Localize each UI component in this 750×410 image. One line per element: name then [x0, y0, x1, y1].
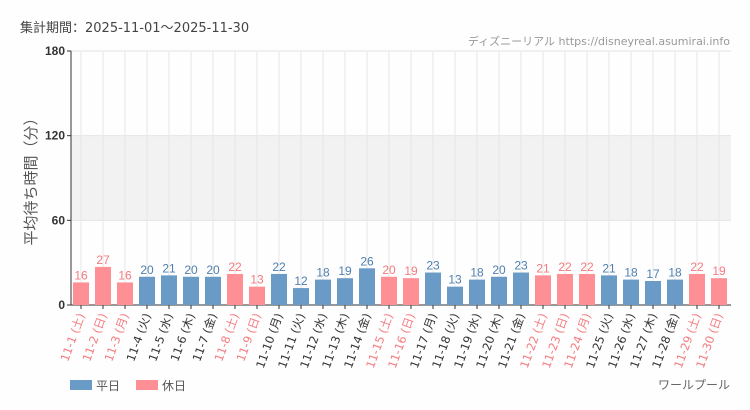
data-label: 12 [294, 274, 308, 288]
bar [491, 276, 507, 305]
data-label: 21 [536, 261, 550, 275]
bar [513, 272, 529, 305]
bar [293, 288, 309, 305]
data-label: 20 [492, 263, 506, 277]
data-label: 22 [558, 260, 572, 274]
data-label: 18 [470, 266, 484, 280]
data-label: 16 [74, 268, 88, 282]
bar [249, 286, 265, 305]
data-label: 13 [250, 273, 264, 287]
bar [205, 276, 221, 305]
bar [117, 282, 133, 305]
data-label: 22 [690, 260, 704, 274]
attraction-name: ワールプール [658, 378, 730, 392]
data-label: 20 [140, 263, 154, 277]
bar [95, 266, 111, 305]
legend-swatch [136, 380, 158, 390]
legend-swatch [70, 380, 92, 390]
data-label: 19 [404, 264, 418, 278]
data-label: 13 [448, 273, 462, 287]
y-tick-label: 0 [58, 298, 65, 312]
data-label: 20 [382, 263, 396, 277]
bar [271, 273, 287, 305]
data-label: 26 [360, 254, 374, 268]
data-label: 27 [96, 253, 110, 267]
bar [579, 273, 595, 305]
bar [403, 278, 419, 305]
legend-label: 休日 [162, 379, 186, 393]
data-label: 18 [668, 266, 682, 280]
y-tick-label: 120 [45, 129, 65, 143]
data-label: 23 [514, 259, 528, 273]
source-credit: ディズニーリアル https://disneyreal.asumirai.inf… [467, 35, 730, 48]
data-label: 21 [162, 261, 176, 275]
bar [535, 275, 551, 305]
bar [425, 272, 441, 305]
data-label: 22 [580, 260, 594, 274]
data-label: 20 [184, 263, 198, 277]
bar [337, 278, 353, 305]
data-label: 22 [228, 260, 242, 274]
bar [315, 279, 331, 305]
bar [645, 281, 661, 305]
bar [73, 282, 89, 305]
bar [161, 275, 177, 305]
bar [689, 273, 705, 305]
bar [183, 276, 199, 305]
data-label: 23 [426, 259, 440, 273]
y-tick-label: 60 [52, 213, 66, 227]
data-label: 22 [272, 260, 286, 274]
data-label: 16 [118, 268, 132, 282]
data-label: 20 [206, 263, 220, 277]
shaded-band [71, 135, 731, 221]
period-label: 集計期間：2025-11-01〜2025-11-30 [20, 21, 250, 36]
data-label: 21 [602, 261, 616, 275]
bar [711, 278, 727, 305]
bar [623, 279, 639, 305]
bar [447, 286, 463, 305]
data-label: 18 [624, 266, 638, 280]
data-label: 18 [316, 266, 330, 280]
y-tick-label: 180 [45, 44, 65, 58]
bar [667, 279, 683, 305]
bar [139, 276, 155, 305]
bar [557, 273, 573, 305]
data-label: 19 [338, 264, 352, 278]
data-label: 19 [712, 264, 726, 278]
bar [601, 275, 617, 305]
bar [469, 279, 485, 305]
data-label: 17 [646, 267, 660, 281]
y-axis-title: 平均待ち時間（分） [22, 110, 40, 245]
bar [381, 276, 397, 305]
bar [359, 268, 375, 305]
bar [227, 273, 243, 305]
legend-label: 平日 [96, 379, 120, 393]
